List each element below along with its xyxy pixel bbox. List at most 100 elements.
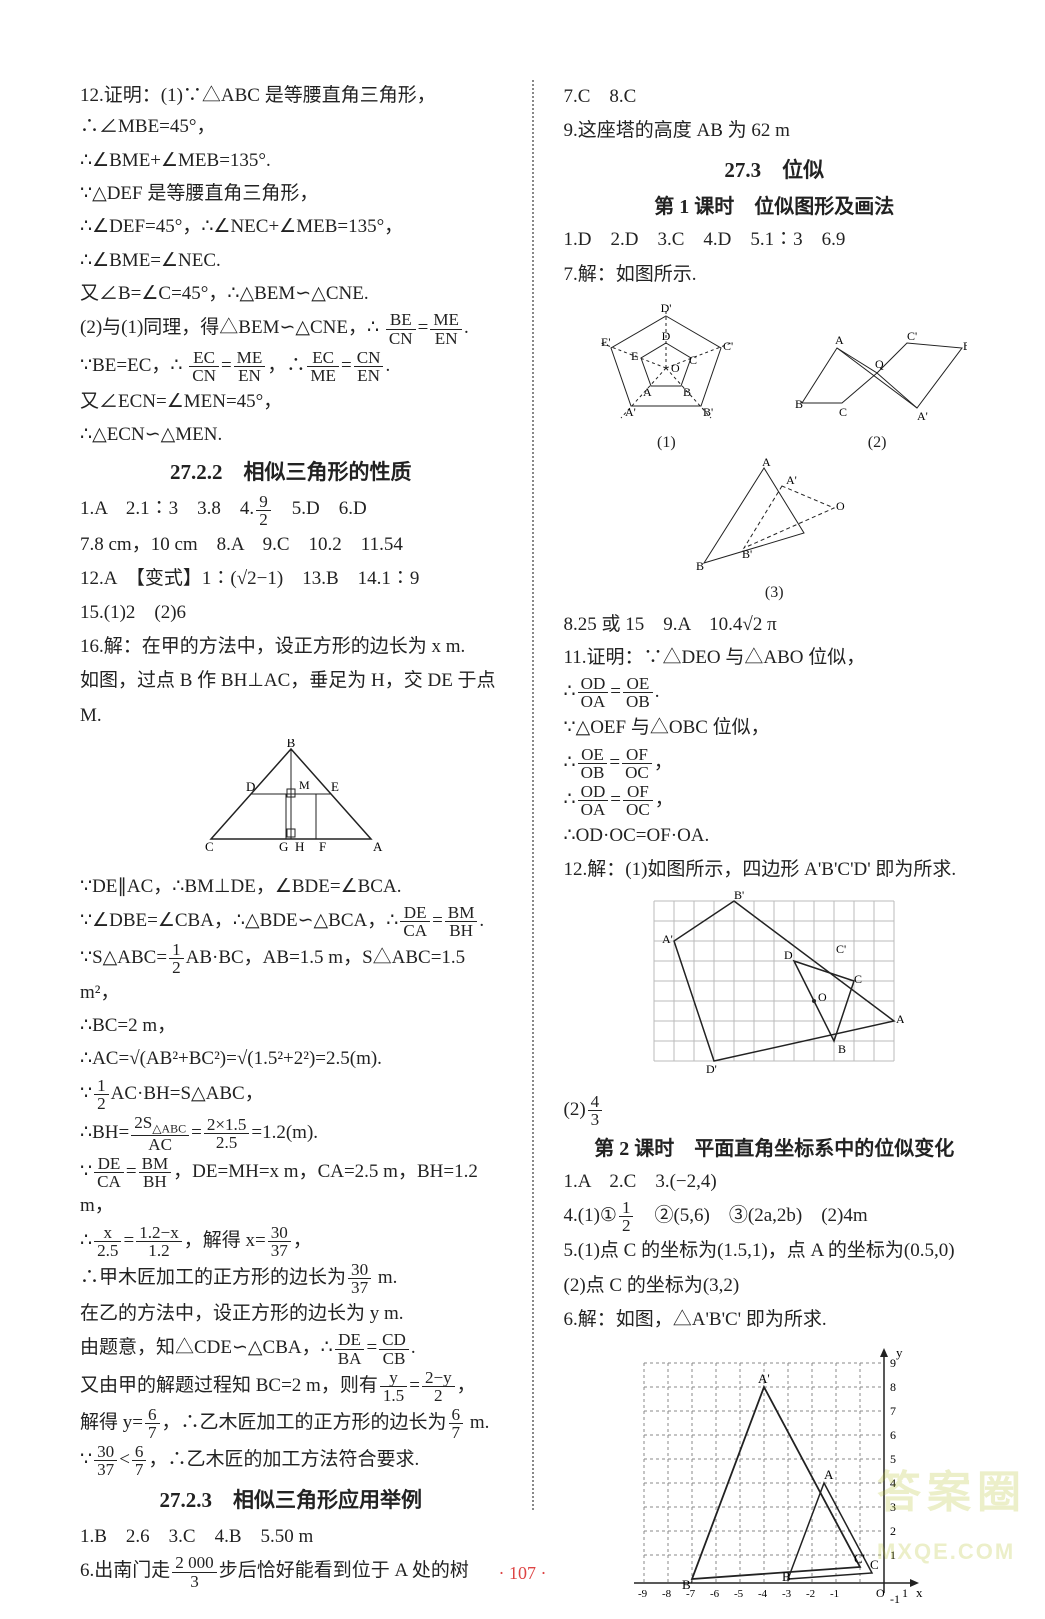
- text: AC·BH=S△ABC，: [111, 1083, 264, 1104]
- proof-line: 又∠B=∠C=45°，∴△BEM∽△CNE.: [80, 278, 502, 309]
- svg-text:A: A: [824, 1467, 834, 1482]
- solution-line: ∴x2.5=1.2−x1.2，解得 x=3037，: [80, 1224, 502, 1259]
- text: 4.(1)①: [564, 1205, 617, 1226]
- fraction: ECME: [307, 349, 339, 384]
- text: (2): [564, 1099, 586, 1120]
- answer-line: 1.D 2.D 3.C 4.D 5.1∶3 6.9: [564, 223, 986, 257]
- svg-text:O: O: [818, 990, 827, 1004]
- fraction: MEEN: [234, 349, 266, 384]
- proof-line: ∴∠BME=∠NEC.: [80, 245, 502, 276]
- answer-line: 5.(1)点 C 的坐标为(1.5,1)，点 A 的坐标为(0.5,0): [564, 1234, 986, 1268]
- answer-line: 12.解：(1)如图所示，四边形 A'B'C'D' 即为所求.: [564, 854, 986, 885]
- page-footer: · 107 ·: [0, 1563, 1045, 1584]
- text: <: [119, 1449, 130, 1470]
- fraction: DECA: [94, 1155, 124, 1190]
- fraction: 3037: [268, 1224, 291, 1259]
- answer-line: 9.这座塔的高度 AB 为 62 m: [564, 114, 986, 148]
- answer-line: (2)点 C 的坐标为(3,2): [564, 1269, 986, 1303]
- proof-line: ∴ODOA=OEOB.: [564, 675, 986, 710]
- svg-text:B': B': [742, 547, 752, 561]
- fraction: OFOC: [623, 783, 653, 818]
- section-title: 27.3 位似: [564, 154, 986, 184]
- text: ∵: [80, 1083, 92, 1104]
- svg-text:-9: -9: [638, 1588, 648, 1600]
- label: C: [205, 839, 214, 854]
- svg-text:D': D': [706, 1062, 717, 1076]
- fraction: ODOA: [578, 783, 609, 818]
- svg-text:C: C: [854, 972, 862, 986]
- svg-text:C': C': [907, 329, 917, 343]
- column-divider: [532, 80, 534, 1510]
- figure-row: D' D E' E O C C' A A' B B' (1): [564, 298, 986, 452]
- svg-text:A': A': [786, 473, 797, 487]
- solution-line: ∵DECA=BMBH，DE=MH=x m，CA=2.5 m，BH=1.2 m，: [80, 1155, 502, 1222]
- label: F: [319, 839, 326, 854]
- svg-text:B: B: [696, 559, 704, 573]
- svg-text:-8: -8: [662, 1588, 672, 1600]
- section-title: 27.2.2 相似三角形的性质: [80, 456, 502, 486]
- svg-text:E': E': [601, 335, 611, 349]
- fraction: MEEN: [430, 311, 462, 346]
- text: m.: [465, 1412, 489, 1433]
- svg-text:-5: -5: [734, 1588, 744, 1600]
- solution-line: ∵∠DBE=∠CBA，∴△BDE∽△BCA，∴DECA=BMBH.: [80, 904, 502, 939]
- answer-line: 7.C 8.C: [564, 80, 986, 114]
- answer-line: 6.解：如图，△A'B'C' 即为所求.: [564, 1303, 986, 1337]
- proof-line: 12.证明：(1)∵△ABC 是等腰直角三角形，∴∠MBE=45°，: [80, 80, 502, 143]
- section-title: 27.2.3 相似三角形应用举例: [80, 1484, 502, 1514]
- sub-title: 第 1 课时 位似图形及画法: [564, 190, 986, 219]
- proof-line: ∵△OEF 与△OBC 位似，: [564, 712, 986, 743]
- answer-line: 如图，过点 B 作 BH⊥AC，垂足为 H，交 DE 于点 M.: [80, 664, 502, 732]
- fraction: 1.2−x1.2: [136, 1224, 182, 1259]
- svg-text:5: 5: [890, 1452, 896, 1466]
- answer-line: 12.A 【变式】1∶(√2−1) 13.B 14.1∶9: [80, 562, 502, 596]
- label: D: [246, 779, 255, 794]
- svg-text:O: O: [836, 499, 845, 513]
- solution-line: ∵12AC·BH=S△ABC，: [80, 1077, 502, 1112]
- svg-text:O: O: [876, 1586, 885, 1600]
- text: 1.A 2.1∶3 3.8 4.: [80, 498, 254, 519]
- fraction: 2−y2: [422, 1369, 455, 1404]
- proof-line: ∵△DEF 是等腰直角三角形，: [80, 178, 502, 209]
- svg-text:A': A': [625, 405, 636, 419]
- svg-text:B: B: [795, 397, 803, 411]
- svg-text:y: y: [896, 1345, 903, 1360]
- text: ∴: [564, 789, 576, 810]
- svg-text:-1: -1: [830, 1588, 839, 1600]
- caption: (2): [787, 434, 967, 452]
- svg-text:1: 1: [902, 1586, 908, 1600]
- svg-text:D': D': [661, 301, 672, 315]
- fraction: 67: [449, 1406, 464, 1441]
- answer-line: 1.B 2.6 3.C 4.B 5.50 m: [80, 1520, 502, 1554]
- svg-text:Q: Q: [875, 357, 884, 371]
- proof-line: ∴∠DEF=45°，∴∠NEC+∠MEB=135°，: [80, 211, 502, 242]
- quad-icon: A C' B' B C Q A': [787, 328, 967, 428]
- solution-line: ∵DE∥AC，∴BM⊥DE，∠BDE=∠BCA.: [80, 871, 502, 902]
- fraction: 2×1.52.5: [204, 1116, 250, 1151]
- text: ∵S△ABC=: [80, 947, 167, 968]
- text: 由题意，知△CDE∽△CBA，∴: [80, 1337, 333, 1358]
- proof-line: ∴∠BME+∠MEB=135°.: [80, 145, 502, 176]
- solution-line: 由题意，知△CDE∽△CBA，∴DEBA=CDCB.: [80, 1331, 502, 1366]
- svg-text:C': C': [836, 942, 846, 956]
- fraction: 43: [588, 1093, 603, 1128]
- label: B: [286, 739, 295, 750]
- sub-title: 第 2 课时 平面直角坐标系中的位似变化: [564, 1132, 986, 1161]
- label: A: [373, 839, 383, 854]
- fraction: BMBH: [445, 904, 478, 939]
- answer-line: 1.A 2.1∶3 3.8 4.92 5.D 6.D: [80, 492, 502, 527]
- answer-line: (2)43: [564, 1093, 986, 1128]
- fraction: 67: [145, 1406, 160, 1441]
- svg-text:2: 2: [890, 1524, 896, 1538]
- figure-triangle: B D E M C G H F A: [80, 739, 502, 865]
- svg-text:A': A': [917, 409, 928, 423]
- fraction: OEOB: [623, 675, 653, 710]
- fraction: OEOB: [578, 746, 608, 781]
- text: ∴: [80, 1230, 92, 1251]
- svg-text:D: D: [784, 948, 793, 962]
- label: E: [331, 779, 339, 794]
- proof-line: ∴OD·OC=OF·OA.: [564, 820, 986, 851]
- proof-line: ∴△ECN∽△MEN.: [80, 419, 502, 450]
- fraction: DECA: [400, 904, 430, 939]
- svg-text:C: C: [839, 405, 847, 419]
